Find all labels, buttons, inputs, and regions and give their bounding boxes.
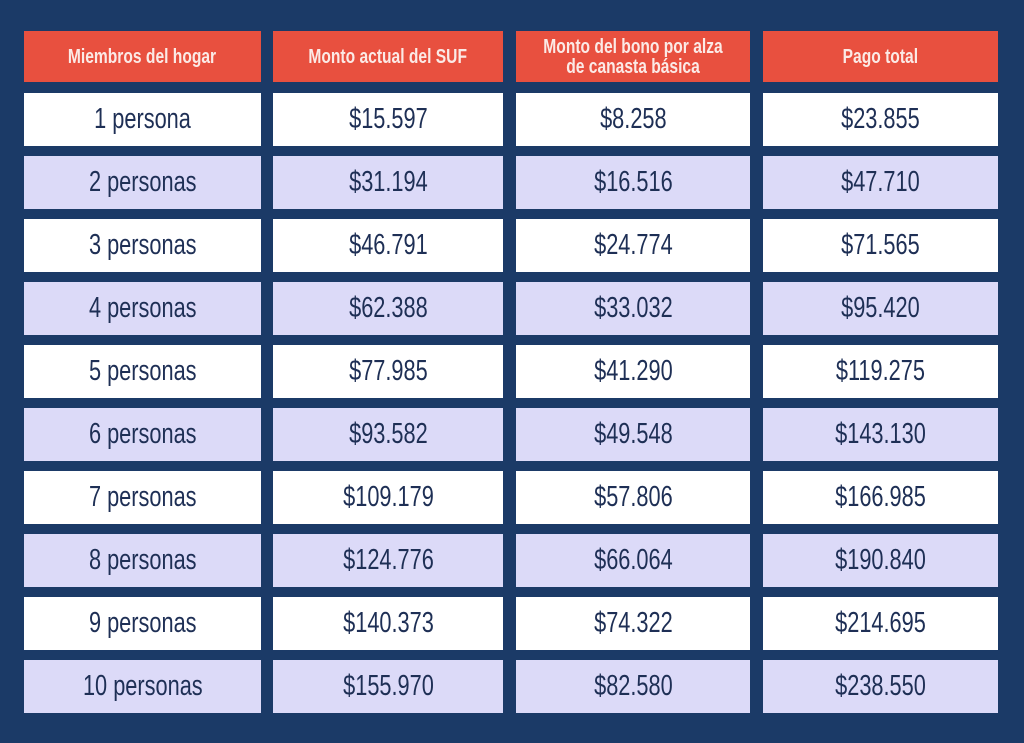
cell-value: $140.373: [342, 607, 434, 639]
table-cell-bonus-amount: $24.774: [516, 219, 750, 272]
table-cell-current-suf-amount: $124.776: [273, 534, 503, 587]
cell-value: $238.550: [835, 670, 926, 702]
cell-value: $33.032: [593, 292, 673, 324]
table-cell-total-payment: $71.565: [763, 219, 998, 272]
table-cell-household-members: 6 personas: [24, 408, 261, 461]
cell-value: $82.580: [593, 670, 673, 702]
cell-value: 6 personas: [88, 418, 197, 450]
table-cell-household-members: 7 personas: [24, 471, 261, 524]
table-cell-current-suf-amount: $62.388: [273, 282, 503, 335]
table-cell-total-payment: $95.420: [763, 282, 998, 335]
table-cell-household-members: 3 personas: [24, 219, 261, 272]
table-cell-total-payment: $23.855: [763, 93, 998, 146]
table-cell-total-payment: $190.840: [763, 534, 998, 587]
table-cell-total-payment: $166.985: [763, 471, 998, 524]
cell-value: $24.774: [593, 229, 673, 261]
cell-value: $16.516: [593, 166, 673, 198]
cell-value: $62.388: [348, 292, 428, 324]
header-label: Monto actual del SUF: [308, 45, 468, 68]
table-cell-bonus-amount: $57.806: [516, 471, 750, 524]
header-label: Monto del bono por alza de canasta básic…: [543, 35, 723, 78]
table-cell-household-members: 5 personas: [24, 345, 261, 398]
header-bonus-amount: Monto del bono por alza de canasta básic…: [516, 31, 750, 82]
table-cell-household-members: 1 persona: [24, 93, 261, 146]
cell-value: 8 personas: [88, 544, 197, 576]
table-cell-bonus-amount: $8.258: [516, 93, 750, 146]
header-label: Miembros del hogar: [68, 45, 217, 68]
cell-value: $214.695: [835, 607, 926, 639]
cell-value: $74.322: [593, 607, 673, 639]
table-cell-current-suf-amount: $155.970: [273, 660, 503, 713]
table-cell-total-payment: $47.710: [763, 156, 998, 209]
cell-value: $155.970: [342, 670, 434, 702]
header-total-payment: Pago total: [763, 31, 998, 82]
table-cell-household-members: 2 personas: [24, 156, 261, 209]
table-cell-current-suf-amount: $46.791: [273, 219, 503, 272]
cell-value: $166.985: [835, 481, 926, 513]
cell-value: $143.130: [835, 418, 926, 450]
table-cell-total-payment: $143.130: [763, 408, 998, 461]
table-cell-household-members: 9 personas: [24, 597, 261, 650]
table-cell-bonus-amount: $66.064: [516, 534, 750, 587]
table-cell-bonus-amount: $41.290: [516, 345, 750, 398]
cell-value: 10 personas: [82, 670, 203, 702]
table-cell-total-payment: $119.275: [763, 345, 998, 398]
header-household-members: Miembros del hogar: [24, 31, 261, 82]
cell-value: $66.064: [593, 544, 673, 576]
cell-value: $8.258: [599, 103, 667, 135]
header-label: Pago total: [842, 45, 919, 68]
table-cell-current-suf-amount: $93.582: [273, 408, 503, 461]
table-cell-current-suf-amount: $109.179: [273, 471, 503, 524]
cell-value: $15.597: [348, 103, 428, 135]
table-cell-household-members: 8 personas: [24, 534, 261, 587]
table-cell-bonus-amount: $49.548: [516, 408, 750, 461]
table-cell-bonus-amount: $74.322: [516, 597, 750, 650]
cell-value: $47.710: [841, 166, 920, 198]
cell-value: $124.776: [342, 544, 434, 576]
cell-value: 3 personas: [88, 229, 197, 261]
table-cell-bonus-amount: $82.580: [516, 660, 750, 713]
cell-value: $31.194: [348, 166, 428, 198]
cell-value: $119.275: [835, 355, 926, 387]
table-cell-current-suf-amount: $140.373: [273, 597, 503, 650]
cell-value: $46.791: [348, 229, 428, 261]
cell-value: $93.582: [348, 418, 428, 450]
table-cell-current-suf-amount: $77.985: [273, 345, 503, 398]
table-cell-household-members: 4 personas: [24, 282, 261, 335]
cell-value: $71.565: [841, 229, 920, 261]
cell-value: $77.985: [348, 355, 428, 387]
cell-value: $23.855: [841, 103, 920, 135]
cell-value: 5 personas: [88, 355, 197, 387]
table-cell-total-payment: $238.550: [763, 660, 998, 713]
cell-value: $109.179: [342, 481, 434, 513]
cell-value: $41.290: [593, 355, 673, 387]
header-current-suf-amount: Monto actual del SUF: [273, 31, 503, 82]
cell-value: 4 personas: [88, 292, 197, 324]
cell-value: $190.840: [835, 544, 926, 576]
cell-value: $49.548: [593, 418, 673, 450]
table-cell-bonus-amount: $16.516: [516, 156, 750, 209]
cell-value: 9 personas: [88, 607, 197, 639]
cell-value: $95.420: [841, 292, 920, 324]
cell-value: 1 persona: [94, 103, 191, 135]
cell-value: 7 personas: [88, 481, 197, 513]
table-cell-current-suf-amount: $31.194: [273, 156, 503, 209]
cell-value: 2 personas: [88, 166, 197, 198]
table-cell-bonus-amount: $33.032: [516, 282, 750, 335]
cell-value: $57.806: [593, 481, 673, 513]
table-cell-household-members: 10 personas: [24, 660, 261, 713]
table-cell-current-suf-amount: $15.597: [273, 93, 503, 146]
table-cell-total-payment: $214.695: [763, 597, 998, 650]
